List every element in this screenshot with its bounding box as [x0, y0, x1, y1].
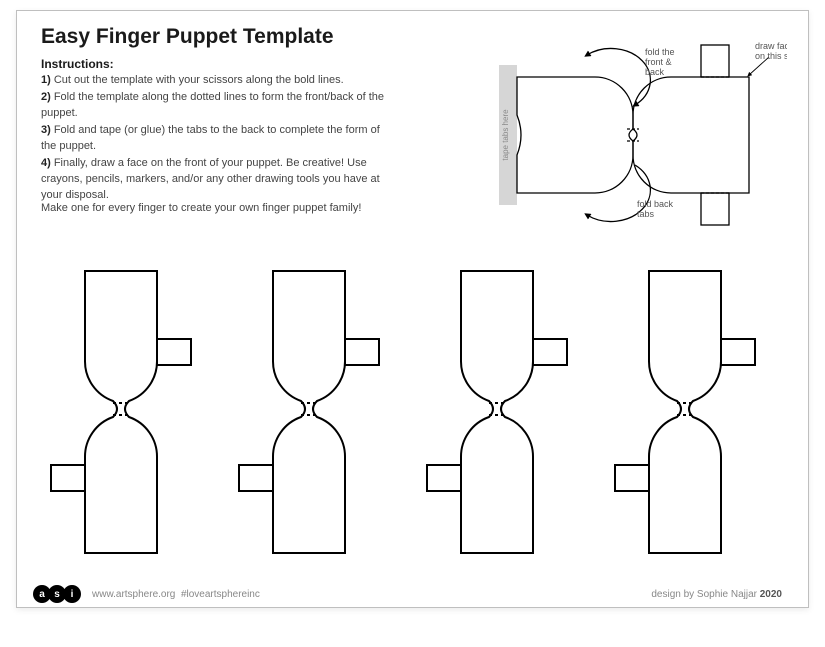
template-page: Easy Finger Puppet Template Instructions… — [16, 10, 809, 608]
page-title: Easy Finger Puppet Template — [41, 25, 334, 49]
puppet-4 — [615, 271, 755, 553]
tagline-text: Make one for every finger to create your… — [41, 201, 391, 217]
step-2: 2) Fold the template along the dotted li… — [41, 90, 391, 122]
step-1: 1) Cut out the template with your scisso… — [41, 73, 391, 89]
annotated-diagram: tape tabs here — [427, 35, 787, 230]
logo-letter-i: i — [63, 585, 81, 603]
label-fold-front-back: fold the front & back — [645, 47, 677, 77]
puppet-1 — [51, 271, 191, 553]
step-3: 3) Fold and tape (or glue) the tabs to t… — [41, 123, 391, 155]
label-tape-tabs: tape tabs here — [501, 109, 510, 161]
step-4: 4) Finally, draw a face on the front of … — [41, 156, 391, 204]
puppet-2 — [239, 271, 379, 553]
label-draw-face: draw face on this side — [755, 41, 787, 61]
puppet-3 — [427, 271, 567, 553]
asi-logo: a s i — [33, 585, 78, 603]
footer-left-text: www.artsphere.org #loveartsphereinc — [92, 589, 651, 600]
page-footer: a s i www.artsphere.org #loveartspherein… — [17, 585, 808, 603]
puppet-templates-row — [39, 263, 787, 563]
label-fold-back-tabs: fold back tabs — [637, 199, 676, 219]
instructions-heading: Instructions: — [41, 57, 114, 71]
footer-credit: design by Sophie Najjar 2020 — [651, 589, 782, 600]
instructions-body: 1) Cut out the template with your scisso… — [41, 73, 391, 205]
